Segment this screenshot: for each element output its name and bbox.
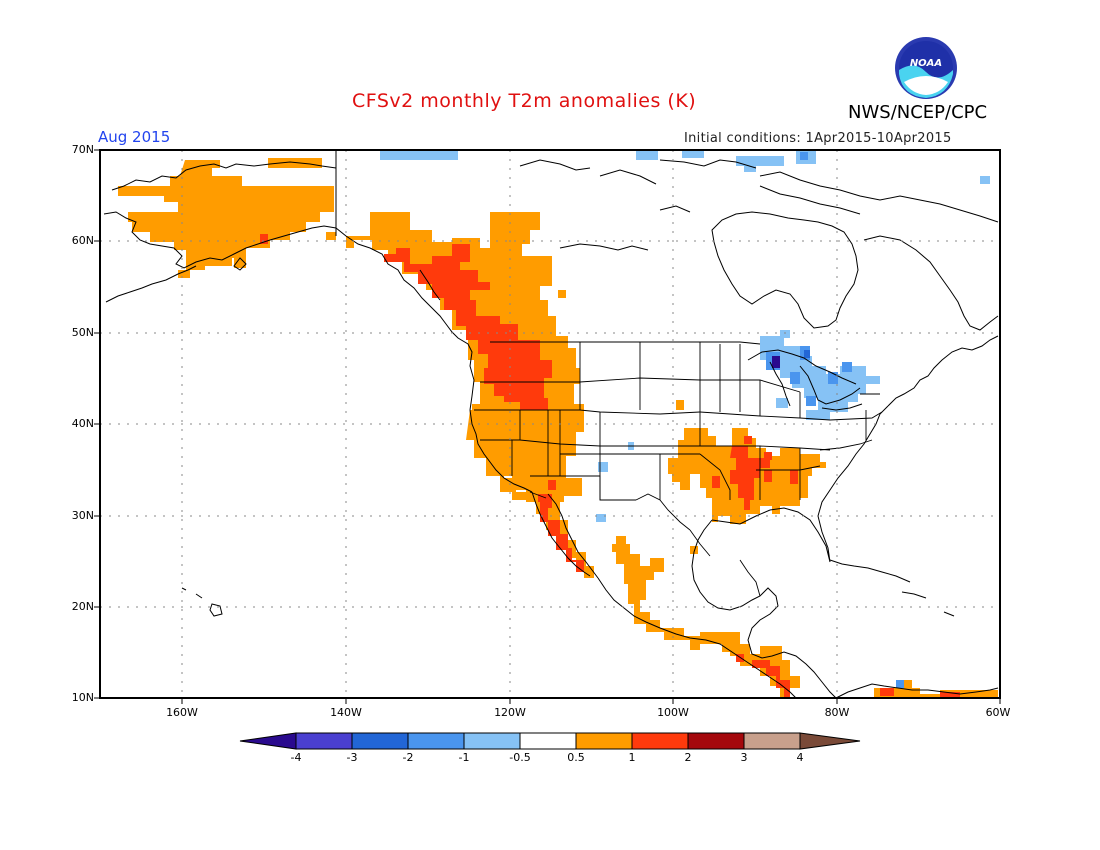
colorbar-label: 2 [685,751,692,764]
colorbar-label: 4 [797,751,804,764]
colorbar [240,733,860,749]
colorbar-segment [688,733,744,749]
lon-label: 60W [986,706,1011,719]
lat-label: 40N [62,417,94,430]
lat-label: 50N [62,326,94,339]
colorbar-segment [240,733,296,749]
lat-label: 30N [62,509,94,522]
colorbar-segment [744,733,800,749]
colorbar-segment [296,733,352,749]
colorbar-segment [800,733,860,749]
colorbar-label: -4 [291,751,302,764]
map-figure: NOAA [0,0,1100,850]
lon-label: 120W [494,706,526,719]
colorbar-segment [352,733,408,749]
lon-label: 100W [657,706,689,719]
colorbar-label: -3 [347,751,358,764]
colorbar-label: 1 [629,751,636,764]
lat-label: 70N [62,143,94,156]
lat-label: 10N [62,691,94,704]
colorbar-label: 3 [741,751,748,764]
colorbar-label: 0.5 [567,751,585,764]
noaa-logo-text: NOAA [910,58,942,69]
noaa-logo: NOAA [895,37,957,99]
lat-label: 60N [62,234,94,247]
colorbar-label: -2 [403,751,414,764]
colorbar-segment [520,733,576,749]
colorbar-label: -1 [459,751,470,764]
lon-label: 160W [166,706,198,719]
colorbar-segment [464,733,520,749]
colorbar-label: -0.5 [509,751,530,764]
lon-label: 140W [330,706,362,719]
colorbar-segment [408,733,464,749]
colorbar-segment [576,733,632,749]
colorbar-segment [632,733,688,749]
lat-label: 20N [62,600,94,613]
lon-label: 80W [825,706,850,719]
